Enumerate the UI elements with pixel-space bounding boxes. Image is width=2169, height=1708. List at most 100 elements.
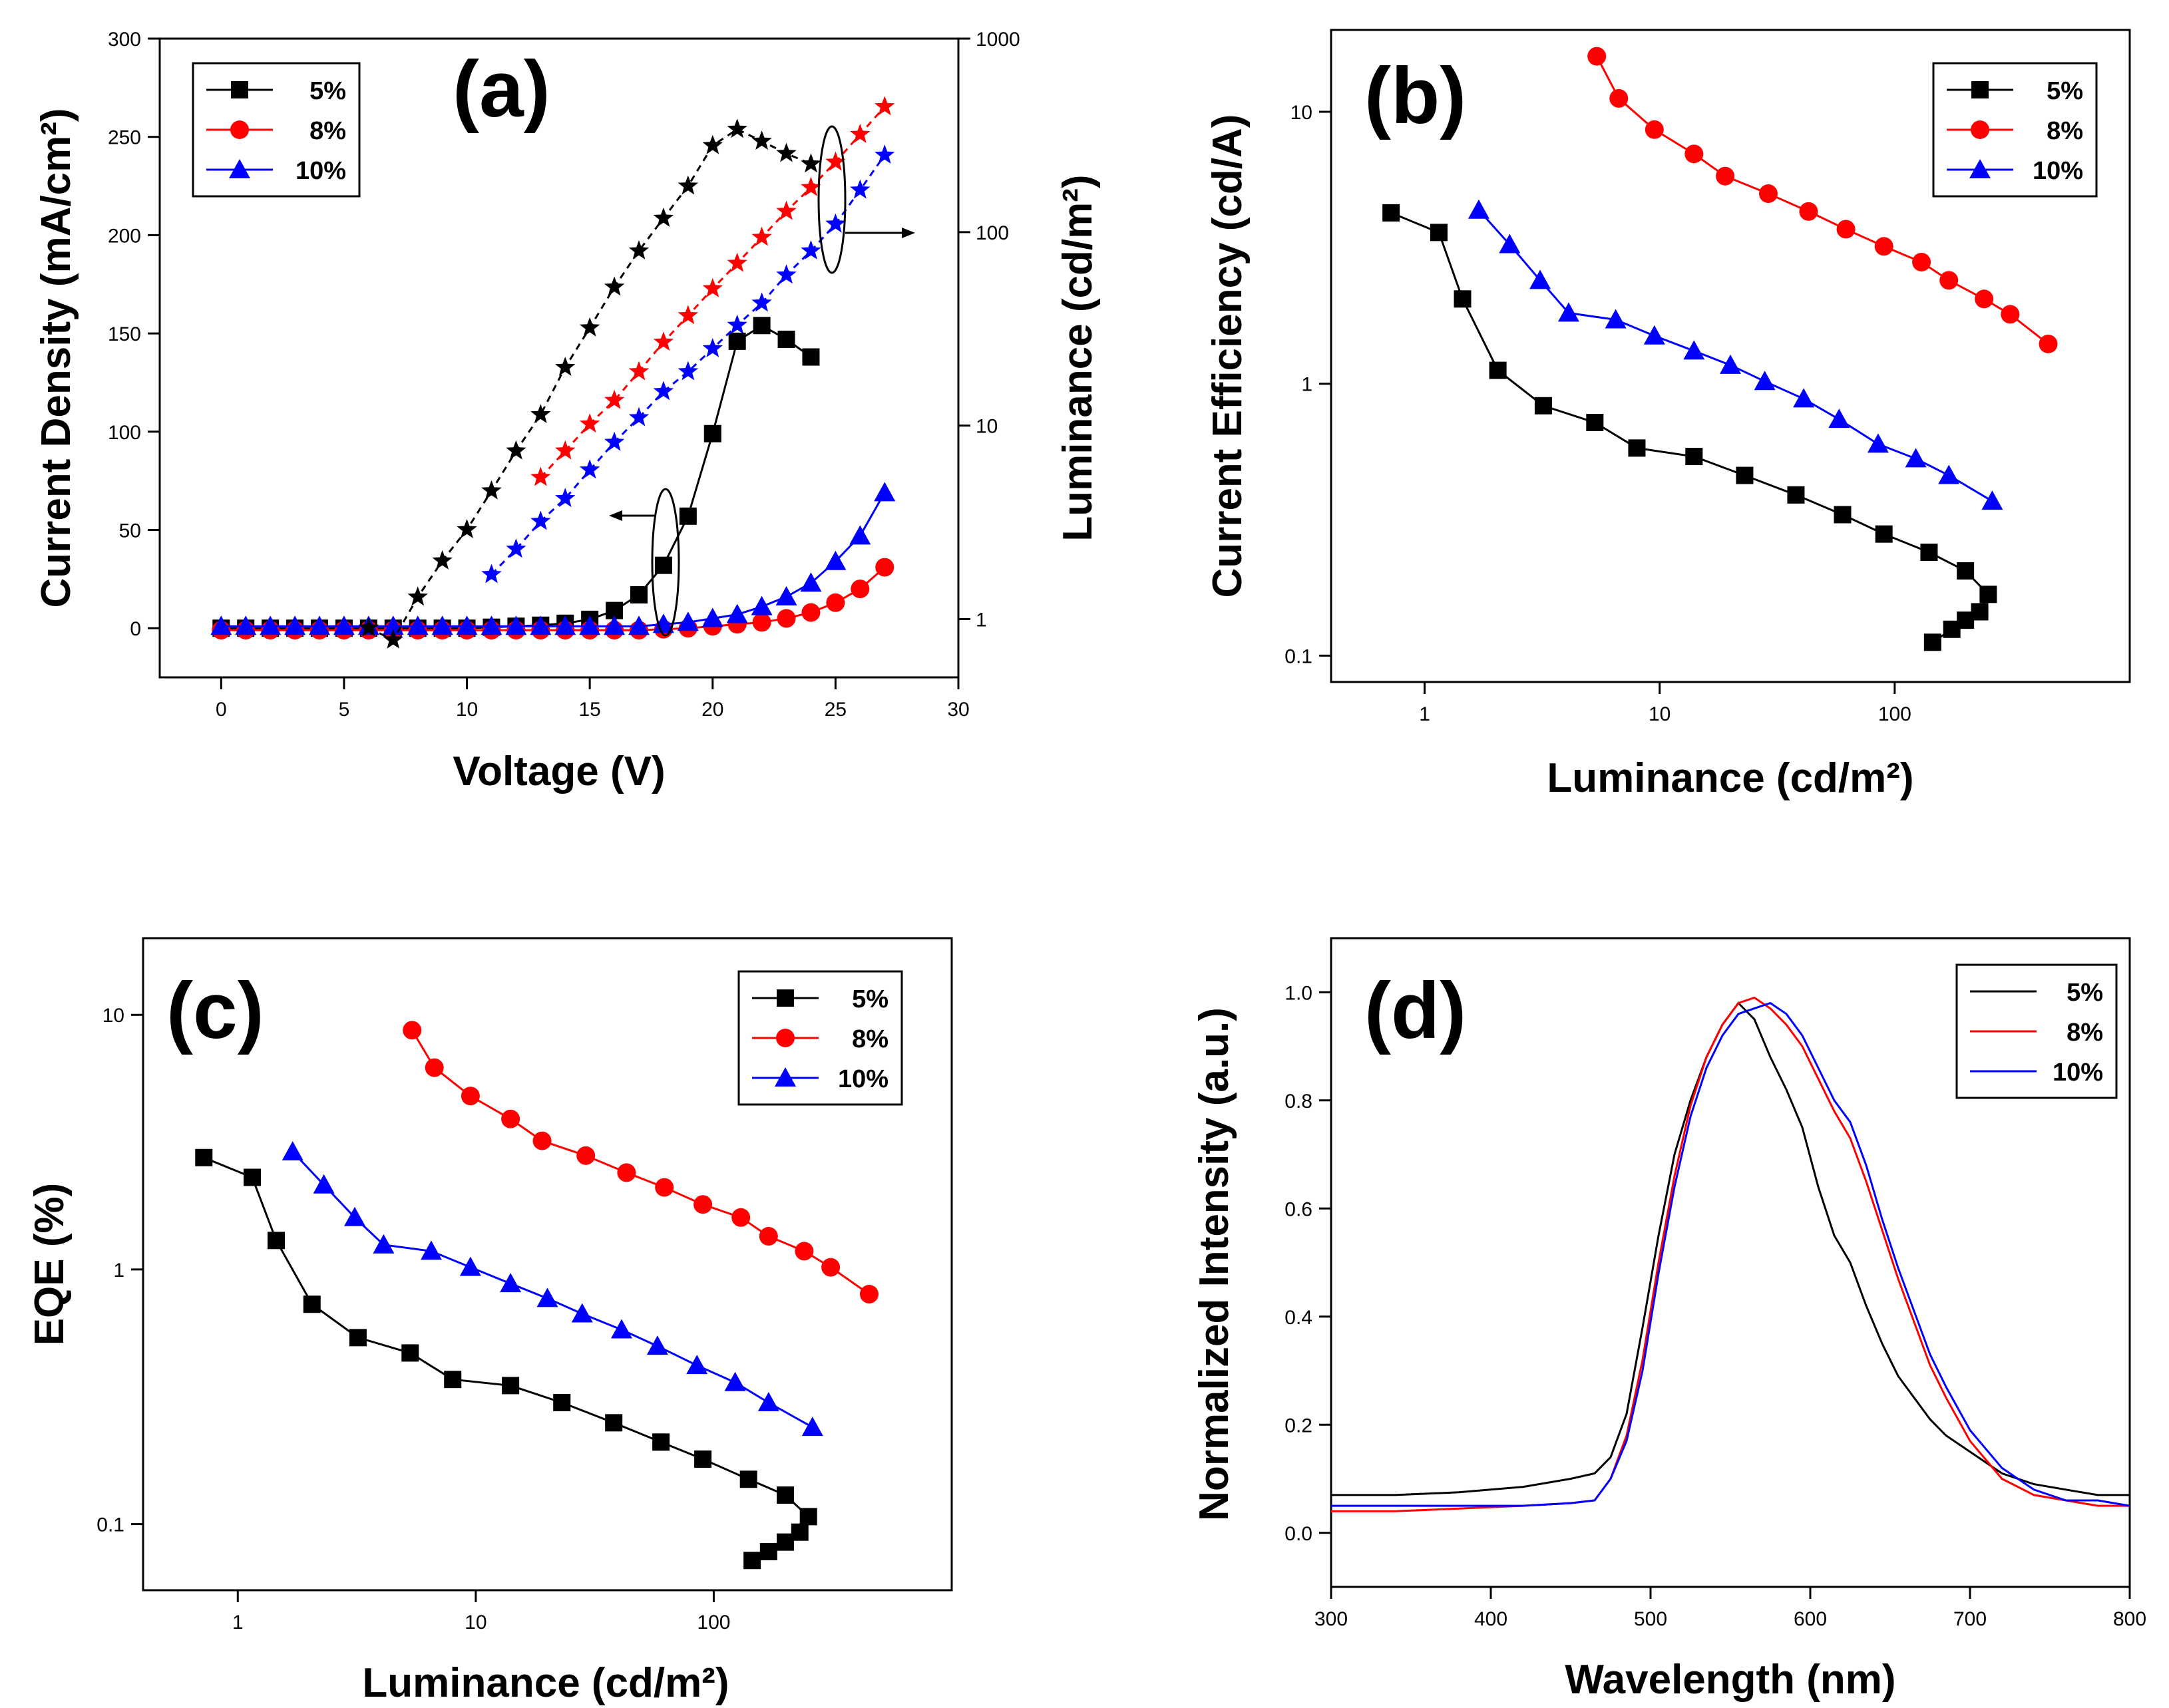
data-point xyxy=(210,615,232,635)
legend-label: 5% xyxy=(309,77,346,105)
data-point xyxy=(875,144,895,164)
data-point xyxy=(1720,354,1741,374)
data-point xyxy=(653,331,674,351)
data-point xyxy=(874,482,896,502)
y-tick-label: 50 xyxy=(119,520,141,542)
data-point xyxy=(801,240,821,259)
data-point xyxy=(703,425,721,442)
y-tick-label: 0.1 xyxy=(1284,645,1312,667)
legend-label: 5% xyxy=(2047,77,2083,105)
data-point xyxy=(702,134,723,154)
y-tick-label: 0.0 xyxy=(1284,1523,1312,1545)
data-point xyxy=(1939,271,1959,290)
panel-a-y-axis: 0 50 100 150 200 250 300 xyxy=(108,29,160,640)
x-tick-label: 1 xyxy=(1419,703,1430,725)
data-point xyxy=(243,1168,261,1186)
data-point xyxy=(727,252,747,272)
panel-b-chart: 1 10 100 0.1 1 10 (b) Luminance (cd/m²) Curr… xyxy=(1205,29,2131,801)
panel-a-label: (a) xyxy=(453,45,550,134)
data-point xyxy=(801,176,821,196)
data-point xyxy=(579,615,601,635)
data-point xyxy=(776,200,797,220)
data-point xyxy=(195,1148,213,1166)
panel-a-chart: 0 5 10 15 20 25 30 0 50 100 150 200 250 300 1 10 100 10… xyxy=(33,29,1101,794)
data-point xyxy=(505,615,527,635)
series-line xyxy=(491,154,886,576)
data-point xyxy=(532,1131,552,1150)
series-line xyxy=(368,128,812,641)
data-point xyxy=(1920,544,1938,562)
data-point xyxy=(500,1273,522,1293)
data-point xyxy=(444,1371,462,1389)
panel-a-annotations xyxy=(609,125,915,637)
data-point xyxy=(791,1523,809,1541)
data-point xyxy=(2039,334,2058,353)
data-point xyxy=(775,586,797,605)
data-point xyxy=(777,330,795,348)
data-point xyxy=(694,1450,712,1468)
panel-a-series xyxy=(210,96,896,649)
data-point xyxy=(1716,166,1735,186)
panel-a-plot-frame xyxy=(158,37,960,679)
data-point xyxy=(1489,361,1507,379)
series-line xyxy=(221,492,886,627)
panel-a-arrowhead-right xyxy=(902,228,915,238)
data-point xyxy=(431,615,453,635)
data-point xyxy=(383,629,403,649)
data-point xyxy=(235,615,257,635)
data-point xyxy=(1382,204,1400,222)
data-point xyxy=(481,480,502,500)
data-point xyxy=(653,207,674,227)
data-point xyxy=(579,413,600,433)
panel-a-ellipse-left xyxy=(651,488,680,637)
x-tick-label: 100 xyxy=(1878,703,1911,725)
data-point xyxy=(571,1303,593,1323)
data-point xyxy=(309,615,330,635)
data-point xyxy=(1957,562,1975,580)
data-point xyxy=(425,1058,444,1077)
data-point xyxy=(679,507,697,525)
data-point xyxy=(802,348,820,366)
data-point xyxy=(652,613,674,633)
x-tick-label: 20 xyxy=(701,699,723,721)
data-point xyxy=(1643,325,1665,345)
data-point xyxy=(859,1285,879,1304)
data-point xyxy=(752,613,771,632)
data-point xyxy=(759,1227,778,1246)
x-tick-label: 10 xyxy=(456,699,478,721)
panel-b-x-axis: 1 10 100 xyxy=(1419,682,1911,725)
y-tick-label: 10 xyxy=(976,416,998,438)
data-point xyxy=(777,609,796,628)
panel-c-legend: 5% 8% 10% xyxy=(737,970,903,1106)
data-point xyxy=(1834,506,1852,524)
data-point xyxy=(407,586,428,606)
data-point xyxy=(825,151,846,171)
data-point xyxy=(481,564,502,584)
y-tick-label: 1 xyxy=(976,609,987,631)
panel-d-legend: 5% 8% 10% xyxy=(1955,963,2118,1099)
data-point xyxy=(576,1146,596,1165)
data-point xyxy=(753,317,771,335)
data-point xyxy=(1923,633,1941,651)
panel-a-y2-axis: 1 10 100 1000 xyxy=(958,29,1020,631)
legend-label: 8% xyxy=(852,1025,888,1053)
y-tick-label: 200 xyxy=(108,225,141,247)
data-point xyxy=(795,1242,814,1261)
data-point xyxy=(303,1295,321,1313)
data-point xyxy=(1499,234,1521,254)
data-point xyxy=(1628,439,1646,457)
data-point xyxy=(530,510,551,530)
data-point xyxy=(1912,252,1931,271)
data-point xyxy=(605,1414,623,1432)
legend-label: 10% xyxy=(296,157,346,185)
data-point xyxy=(481,615,502,635)
data-point xyxy=(757,1392,779,1412)
data-point xyxy=(628,615,650,635)
data-point xyxy=(1645,120,1664,139)
legend-label: 5% xyxy=(2067,979,2103,1007)
data-point xyxy=(1787,486,1805,504)
data-point xyxy=(1684,144,1704,164)
legend-marker xyxy=(777,989,794,1007)
y-tick-label: 100 xyxy=(976,222,1009,244)
